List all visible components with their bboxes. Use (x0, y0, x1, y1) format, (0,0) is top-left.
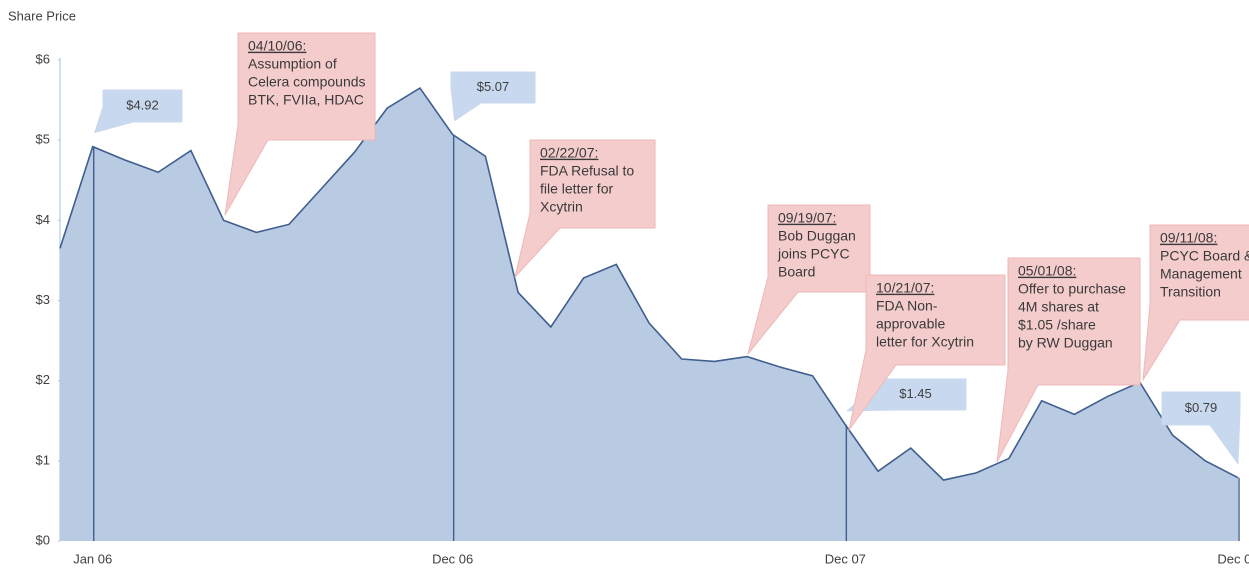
event-text: Assumption of (248, 56, 337, 72)
event-text: approvable (876, 316, 945, 332)
x-tick-label: Dec 08 (1217, 551, 1249, 566)
event-text: letter for Xcytrin (876, 334, 974, 350)
value-callout (450, 71, 536, 122)
event-callout (1142, 224, 1249, 381)
event-text: 4M shares at (1018, 299, 1099, 315)
y-tick-label: $6 (36, 51, 50, 66)
y-tick-label: $2 (36, 372, 50, 387)
y-tick-label: $5 (36, 132, 50, 147)
event-date: 05/01/08: (1018, 263, 1076, 279)
event-date: 09/11/08: (1160, 230, 1217, 246)
event-text: Transition (1160, 284, 1221, 300)
event-callout (747, 204, 871, 355)
value-label: $5.07 (477, 79, 510, 94)
event-callout (514, 139, 656, 278)
value-label: $0.79 (1185, 400, 1218, 415)
y-tick-label: $4 (36, 212, 50, 227)
event-callout (996, 257, 1141, 463)
event-date: 04/10/06: (248, 38, 306, 54)
event-text: Management (1160, 266, 1242, 282)
value-label: $1.45 (899, 386, 932, 401)
area (60, 88, 1238, 541)
event-text: BTK, FVIIa, HDAC (248, 92, 364, 108)
line (59, 86, 1239, 481)
event-text: by RW Duggan (1018, 335, 1113, 351)
value-callout (1161, 391, 1241, 465)
event-text: Bob Duggan (778, 228, 856, 244)
event-text: Celera compounds (248, 74, 366, 90)
event-text: PCYC Board & (1160, 248, 1249, 264)
event-date: 10/21/07: (876, 280, 934, 296)
event-date: 09/19/07: (778, 210, 836, 226)
event-text: Offer to purchase (1018, 281, 1126, 297)
y-tick-label: $1 (36, 452, 50, 467)
event-text: FDA Refusal to (540, 163, 634, 179)
event-callout (848, 274, 1006, 431)
event-date: 02/22/07: (540, 145, 598, 161)
y-tick-label: $0 (36, 532, 50, 547)
event-text: $1.05 /share (1018, 317, 1096, 333)
x-tick-label: Dec 06 (432, 551, 473, 566)
event-text: joins PCYC (777, 246, 850, 262)
value-label: $4.92 (126, 97, 159, 112)
y-axis-label: Share Price (8, 8, 76, 23)
event-callout (224, 32, 376, 216)
event-text: FDA Non- (876, 298, 938, 314)
y-tick-label: $3 (36, 292, 50, 307)
x-tick-label: Jan 06 (73, 551, 112, 566)
x-tick-label: Dec 07 (825, 551, 866, 566)
value-callout (94, 89, 183, 134)
event-text: file letter for (540, 181, 613, 197)
event-text: Board (778, 264, 815, 280)
event-text: Xcytrin (540, 199, 583, 215)
